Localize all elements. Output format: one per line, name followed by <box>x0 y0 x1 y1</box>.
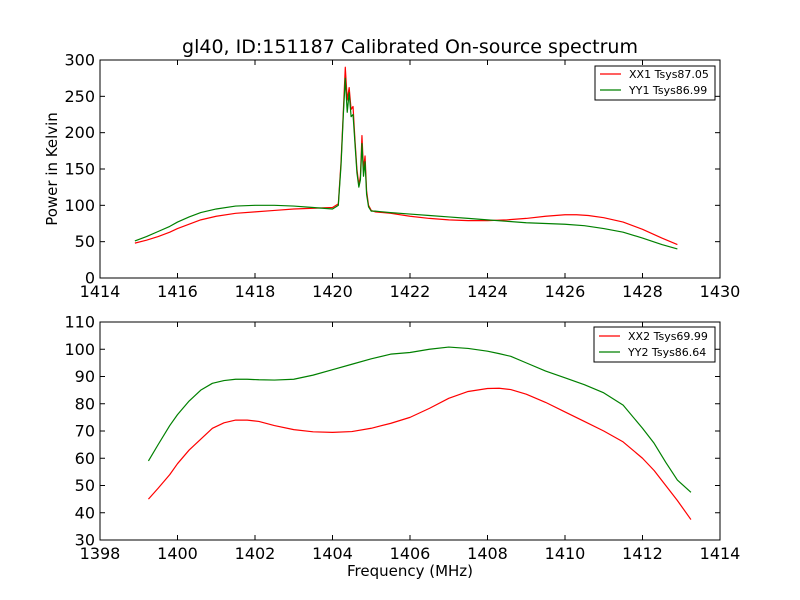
bottom-legend-label-xx2: XX2 Tsys69.99 <box>628 330 708 343</box>
top-x-tick-label: 1430 <box>700 282 741 301</box>
top-series-line-yy1 <box>134 77 678 250</box>
bottom-y-tick-label: 40 <box>75 503 95 522</box>
top-legend-label-yy1: YY1 Tsys86.99 <box>628 84 707 97</box>
top-panel: gl40, ID:151187 Calibrated On-source spe… <box>43 36 740 301</box>
top-y-tick-label: 150 <box>64 160 95 179</box>
bottom-series-line-xx2 <box>147 387 692 520</box>
bottom-x-tick-label: 1406 <box>390 544 431 563</box>
bottom-panel: 1398 1400 1402 1404 1406 1408 1410 1412 1414 30 40… <box>64 313 740 581</box>
bottom-x-tick-label: 1398 <box>80 544 121 563</box>
top-x-tick-label: 1422 <box>390 282 431 301</box>
bottom-y-tick-label: 90 <box>75 367 95 386</box>
top-y-tick-label: 250 <box>64 87 95 106</box>
top-y-tick-label: 50 <box>75 232 95 251</box>
bottom-x-tick-label: 1412 <box>622 544 663 563</box>
top-x-tick-label: 1424 <box>467 282 508 301</box>
top-x-tick-label: 1420 <box>312 282 353 301</box>
top-x-tick-label: 1418 <box>235 282 276 301</box>
bottom-x-tick-label: 1400 <box>157 544 198 563</box>
bottom-y-tick-label: 100 <box>64 340 95 359</box>
top-series-line-xx1 <box>134 66 678 246</box>
top-legend: XX1 Tsys87.05 YY1 Tsys86.99 <box>594 65 716 101</box>
bottom-x-tick-label: 1410 <box>545 544 586 563</box>
bottom-legend: XX2 Tsys69.99 YY2 Tsys86.64 <box>593 326 716 363</box>
bottom-y-tick-label: 80 <box>75 394 95 413</box>
chart-title: gl40, ID:151187 Calibrated On-source spe… <box>182 36 638 58</box>
top-x-tick-label: 1426 <box>545 282 586 301</box>
bottom-legend-label-yy2: YY2 Tsys86.64 <box>627 346 706 359</box>
top-x-tick-label: 1414 <box>80 282 121 301</box>
top-y-axis-label: Power in Kelvin <box>43 112 61 226</box>
top-y-tick-label: 100 <box>64 196 95 215</box>
bottom-y-tick-label: 70 <box>75 422 95 441</box>
top-series-layer <box>134 66 678 250</box>
bottom-y-tick-label: 110 <box>64 313 95 332</box>
top-tick-layer: 1414 1416 1418 1420 1422 1424 1426 1428 1430 0 50 1… <box>64 51 740 302</box>
bottom-legend-box <box>593 326 716 363</box>
bottom-y-tick-label: 50 <box>75 476 95 495</box>
bottom-y-tick-label: 30 <box>75 531 95 550</box>
top-y-tick-label: 300 <box>64 51 95 70</box>
top-legend-label-xx1: XX1 Tsys87.05 <box>629 68 709 81</box>
bottom-x-tick-label: 1402 <box>235 544 276 563</box>
top-x-tick-label: 1428 <box>622 282 663 301</box>
bottom-x-tick-label: 1408 <box>467 544 508 563</box>
bottom-tick-layer: 1398 1400 1402 1404 1406 1408 1410 1412 1414 30 40… <box>64 313 740 564</box>
top-y-tick-label: 0 <box>85 269 95 288</box>
bottom-series-layer <box>147 346 692 520</box>
top-x-tick-label: 1416 <box>157 282 198 301</box>
bottom-series-line-yy2 <box>147 346 692 493</box>
x-axis-label: Frequency (MHz) <box>347 562 473 580</box>
top-legend-box <box>594 65 716 101</box>
bottom-x-tick-label: 1414 <box>700 544 741 563</box>
bottom-x-tick-label: 1404 <box>312 544 353 563</box>
top-y-tick-label: 200 <box>64 123 95 142</box>
bottom-y-tick-label: 60 <box>75 449 95 468</box>
